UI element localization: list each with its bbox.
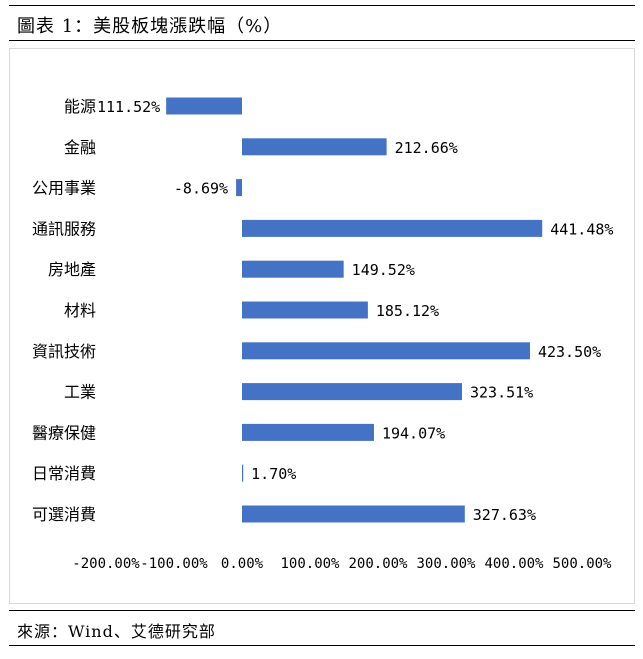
value-label: 185.12% <box>376 302 439 320</box>
category-label: 金融 <box>64 138 96 157</box>
bar <box>242 423 374 441</box>
page-title: 圖表 1：美股板塊漲跌幅（%） <box>17 16 283 37</box>
value-label: 323.51% <box>470 384 533 402</box>
chart-area <box>9 48 635 604</box>
x-tick-label: 300.00% <box>416 556 476 572</box>
bar <box>242 505 465 523</box>
bar <box>242 342 530 360</box>
value-label: 327.63% <box>473 506 536 524</box>
value-label: 441.48% <box>550 220 613 238</box>
bar <box>242 301 368 319</box>
bar <box>242 383 462 401</box>
category-label: 可選消費 <box>32 505 96 524</box>
bar <box>242 260 344 278</box>
x-tick-label: 200.00% <box>348 556 408 572</box>
category-label: 日常消費 <box>32 464 96 483</box>
category-label: 房地產 <box>48 260 96 279</box>
title-bar: 圖表 1：美股板塊漲跌幅（%） <box>9 5 635 41</box>
value-label: 149.52% <box>352 261 415 279</box>
category-label: 通訊服務 <box>32 219 96 238</box>
x-tick-label: 500.00% <box>552 556 612 572</box>
category-label: 醫療保健 <box>32 423 96 442</box>
category-label: 材料 <box>64 301 96 320</box>
x-tick-label: -100.00% <box>140 556 208 572</box>
bar <box>242 219 543 237</box>
value-label: 111.52% <box>97 98 160 116</box>
value-label: 212.66% <box>395 139 458 157</box>
bar <box>242 464 244 482</box>
source-bar: 來源：Wind、艾德研究部 <box>9 610 635 646</box>
value-label: 1.70% <box>251 465 296 483</box>
x-tick-label: 400.00% <box>484 556 544 572</box>
x-tick-label: -200.00% <box>72 556 140 572</box>
bar <box>242 138 387 156</box>
category-label: 資訊技術 <box>32 342 96 361</box>
value-label: -8.69% <box>174 180 228 198</box>
bar <box>236 179 242 197</box>
source-note: 來源：Wind、艾德研究部 <box>17 622 216 641</box>
category-label: 能源 <box>64 97 96 116</box>
x-tick-label: 0.00% <box>221 556 264 572</box>
value-label: 194.07% <box>382 424 445 442</box>
bar <box>166 97 242 115</box>
category-label: 工業 <box>64 383 96 402</box>
x-tick-label: 100.00% <box>280 556 340 572</box>
category-label: 公用事業 <box>32 179 96 198</box>
value-label: 423.50% <box>538 343 601 361</box>
